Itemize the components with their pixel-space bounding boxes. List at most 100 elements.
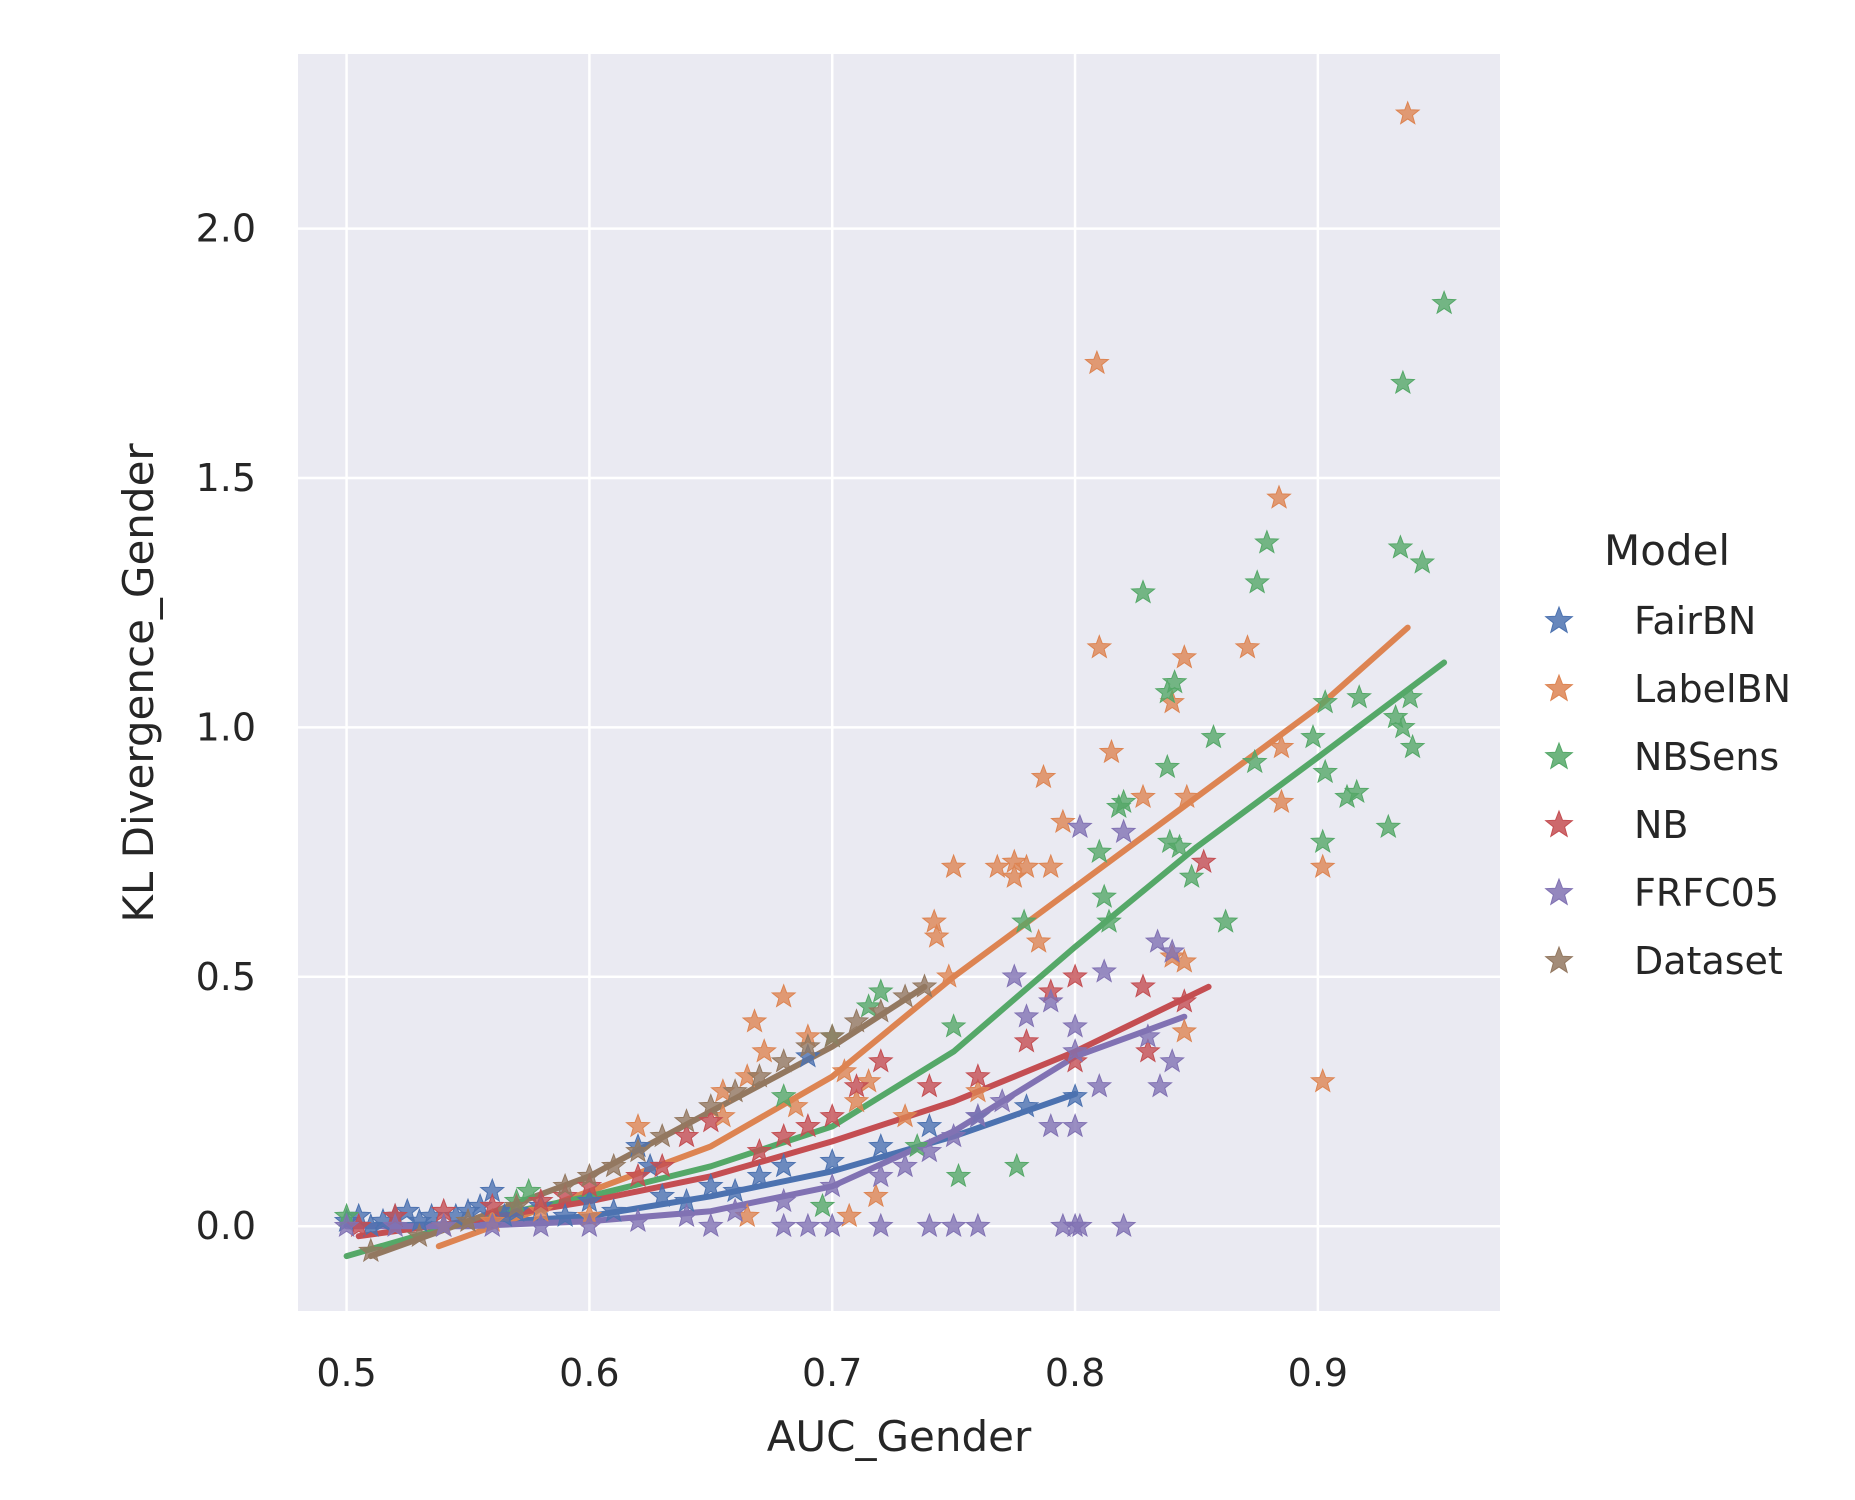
data-point: [770, 1187, 797, 1213]
data-point: [649, 1182, 676, 1208]
data-point: [984, 853, 1011, 878]
data-point: [868, 1132, 894, 1158]
data-point: [1173, 783, 1200, 809]
data-point: [1050, 808, 1076, 834]
data-point: [394, 1197, 421, 1223]
data-point: [698, 1212, 724, 1238]
data-point: [1130, 579, 1156, 604]
data-point: [1200, 723, 1227, 749]
data-point: [746, 1162, 773, 1188]
data-point: [1387, 534, 1414, 559]
data-point: [1062, 1013, 1088, 1038]
data-point: [965, 1212, 991, 1238]
data-point: [625, 1162, 651, 1188]
data-point: [1171, 1018, 1198, 1043]
data-point: [1268, 733, 1295, 759]
data-point: [940, 853, 967, 878]
data-point: [770, 1212, 797, 1238]
data-point: [770, 983, 797, 1008]
data-point: [770, 1048, 797, 1073]
data-point: [1086, 838, 1113, 863]
data-point: [795, 1112, 821, 1138]
data-point: [1004, 1152, 1030, 1178]
data-point: [1254, 529, 1280, 554]
data-point: [945, 1162, 972, 1188]
data-point: [1266, 484, 1292, 509]
legend-label: NBSens: [1634, 735, 1779, 779]
data-point: [600, 1197, 627, 1223]
data-point: [770, 1122, 797, 1148]
data-point: [1110, 818, 1137, 844]
legend-item: NB: [1544, 803, 1689, 847]
data-point: [863, 1182, 889, 1208]
data-point: [843, 1073, 870, 1098]
y-axis-label: KL Divergence_Gender: [114, 443, 163, 923]
data-point: [916, 1073, 943, 1098]
data-point: [1091, 958, 1117, 983]
data-point: [503, 1192, 530, 1218]
data-point: [1110, 1212, 1137, 1238]
data-point: [1038, 988, 1064, 1013]
data-point: [819, 1212, 845, 1238]
data-point: [868, 1212, 894, 1238]
data-point: [770, 1152, 797, 1178]
legend-marker: [1544, 809, 1574, 838]
data-point: [1375, 813, 1402, 839]
legend-marker: [1544, 945, 1574, 974]
data-point: [722, 1197, 748, 1223]
plot-background: [298, 54, 1500, 1311]
data-point: [1086, 634, 1113, 659]
data-point: [1309, 853, 1336, 878]
data-point: [819, 1147, 845, 1173]
legend-label: Dataset: [1634, 939, 1783, 983]
data-point: [795, 1043, 821, 1068]
data-point: [673, 1122, 700, 1148]
data-point: [576, 1162, 603, 1188]
data-point: [836, 1202, 862, 1228]
data-point: [819, 1023, 845, 1048]
data-point: [552, 1182, 578, 1208]
data-point: [698, 1093, 724, 1118]
data-point: [868, 1162, 894, 1188]
data-point: [1390, 369, 1416, 395]
data-point: [936, 963, 962, 988]
legend-label: FairBN: [1634, 599, 1756, 643]
data-point: [892, 1103, 918, 1128]
data-point: [1312, 689, 1338, 714]
data-point: [649, 1122, 676, 1148]
data-point: [722, 1177, 748, 1203]
data-point: [916, 1137, 943, 1163]
data-point: [1212, 908, 1239, 933]
data-point: [989, 1088, 1015, 1113]
x-ticks: 0.5 0.6 0.7 0.8 0.9: [316, 1351, 1348, 1395]
legend-marker: [1544, 605, 1574, 634]
grid: [298, 54, 1500, 1311]
data-point: [1397, 684, 1423, 709]
y-tick-label: 1.5: [196, 456, 256, 500]
data-point: [1001, 963, 1028, 988]
data-point: [1098, 738, 1125, 764]
data-point: [455, 1207, 481, 1233]
legend-item: FRFC05: [1544, 871, 1779, 915]
data-point: [843, 1008, 870, 1033]
data-point: [1038, 853, 1064, 878]
data-point: [819, 1172, 845, 1198]
data-point: [1241, 748, 1268, 774]
data-point: [1154, 753, 1181, 779]
x-tick-label: 0.6: [559, 1351, 619, 1395]
data-point: [528, 1212, 554, 1238]
data-point: [625, 1207, 651, 1233]
data-point: [1013, 1003, 1040, 1028]
data-point: [1025, 928, 1052, 953]
data-point: [1144, 928, 1171, 953]
data-point: [1062, 963, 1088, 988]
data-point: [1346, 684, 1372, 709]
data-point: [1234, 634, 1261, 659]
data-point: [795, 1212, 821, 1238]
data-point: [1309, 828, 1336, 853]
data-point: [698, 1172, 724, 1198]
data-point: [965, 1103, 991, 1128]
data-point: [1038, 1112, 1064, 1138]
data-point: [940, 1013, 967, 1038]
